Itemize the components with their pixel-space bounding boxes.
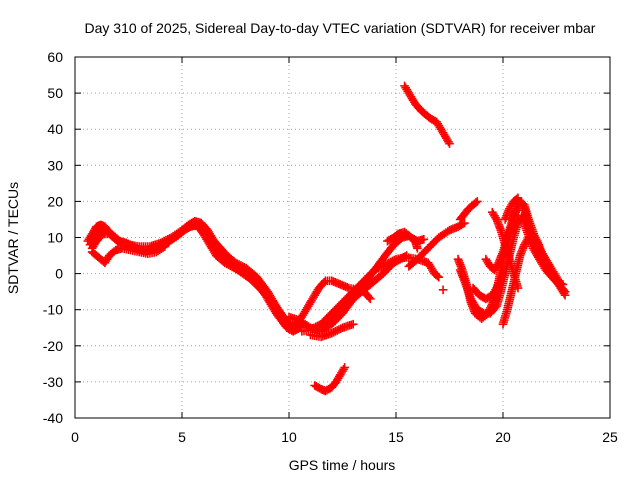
series-arc-15 <box>455 197 482 224</box>
data-point <box>513 193 523 203</box>
data-point <box>366 294 375 304</box>
data-point <box>160 242 170 251</box>
data-point <box>434 272 444 282</box>
axis-ticks: 0 5 10 15 20 25 -40 -30 -20 -10 0 10 20 30 40 50 60 <box>43 49 618 445</box>
series-arc-13 <box>404 218 469 271</box>
series-arc-10 <box>310 363 349 396</box>
y-tick-label: -20 <box>43 338 63 354</box>
series-arc-12 <box>400 81 454 148</box>
x-tick-label: 15 <box>388 429 404 445</box>
data-points <box>83 81 570 396</box>
data-point <box>97 231 106 240</box>
y-tick-label: 0 <box>55 266 63 282</box>
y-tick-label: 60 <box>47 49 63 65</box>
y-tick-label: 40 <box>47 121 63 137</box>
data-point <box>310 381 319 390</box>
series-arc-19 <box>488 207 523 293</box>
x-axis-label: GPS time / hours <box>289 457 396 473</box>
data-point <box>560 290 570 300</box>
data-point <box>285 322 295 331</box>
x-tick-label: 20 <box>495 429 511 445</box>
data-point <box>402 251 411 260</box>
series-arc-5 <box>284 231 422 336</box>
y-tick-label: 20 <box>47 193 63 209</box>
series-arc-22 <box>468 269 508 304</box>
y-tick-label: -30 <box>43 374 63 390</box>
series-arc-14 <box>438 285 448 295</box>
data-point <box>558 280 568 289</box>
data-point <box>419 235 429 244</box>
data-point <box>348 319 358 329</box>
series-arc-9 <box>318 251 411 333</box>
data-point <box>460 218 469 228</box>
series-arc-1 <box>85 216 307 334</box>
series-arc-4 <box>87 242 170 268</box>
x-tick-label: 5 <box>178 429 186 445</box>
data-point <box>413 244 422 253</box>
series-arc-21 <box>500 193 523 224</box>
data-point <box>286 323 296 333</box>
data-point <box>433 271 442 281</box>
y-tick-label: -40 <box>43 410 63 426</box>
data-point <box>438 285 448 295</box>
series-arc-11 <box>383 227 429 246</box>
y-tick-label: 10 <box>47 230 63 246</box>
series-arc-8 <box>306 319 358 342</box>
series-arc-20 <box>498 229 568 329</box>
y-axis-label: SDTVAR / TECUs <box>5 182 21 294</box>
data-point <box>319 277 329 287</box>
x-tick-label: 10 <box>281 429 297 445</box>
x-tick-label: 25 <box>602 429 618 445</box>
y-tick-label: -10 <box>43 302 63 318</box>
data-point <box>364 293 374 302</box>
data-point <box>445 139 454 148</box>
data-point <box>498 269 508 278</box>
y-tick-label: 50 <box>47 85 63 101</box>
y-tick-label: 30 <box>47 157 63 173</box>
data-point <box>473 197 482 206</box>
x-tick-label: 0 <box>71 429 79 445</box>
chart-title: Day 310 of 2025, Sidereal Day-to-day VTE… <box>85 20 596 36</box>
data-point <box>512 194 521 204</box>
data-point <box>471 198 481 207</box>
